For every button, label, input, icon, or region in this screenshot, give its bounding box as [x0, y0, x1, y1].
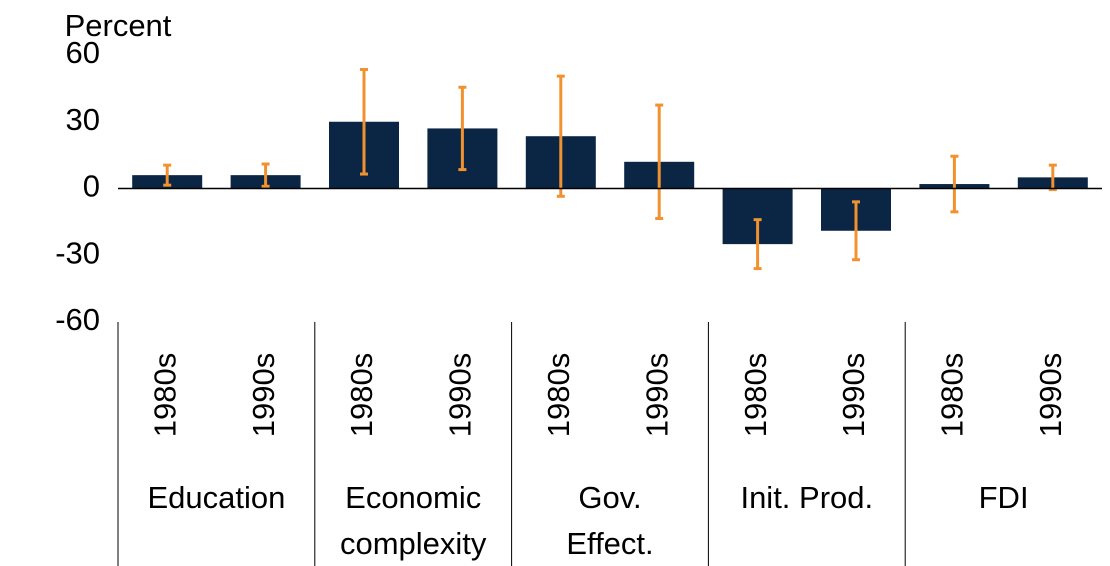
error-bar — [753, 218, 762, 271]
y-tick-label: 0 — [83, 169, 100, 204]
error-bar — [360, 67, 368, 176]
x-tick-label: 1980s — [935, 353, 970, 437]
y-tick-label: -30 — [55, 235, 100, 270]
x-tick-label: 1990s — [836, 353, 871, 437]
y-tick-label: 30 — [66, 102, 100, 137]
error-bar — [950, 154, 959, 214]
error-bar — [458, 85, 467, 172]
y-tick-label: 60 — [66, 35, 100, 70]
group-label: complexity — [340, 526, 487, 561]
x-tick-label: 1980s — [738, 353, 773, 437]
error-bar — [261, 162, 270, 188]
x-tick-label: 1980s — [541, 353, 576, 437]
x-tick-label: 1990s — [1033, 353, 1068, 437]
x-tick-label: 1990s — [246, 353, 281, 437]
error-bar — [556, 74, 565, 198]
group-label: Gov. — [578, 480, 641, 515]
error-bar — [852, 200, 860, 262]
error-bar — [1048, 163, 1057, 192]
group-label: Education — [147, 480, 285, 515]
x-tick-label: 1990s — [639, 353, 674, 437]
error-bar — [655, 103, 664, 221]
y-tick-label: -60 — [55, 302, 100, 337]
x-tick-label: 1980s — [344, 353, 379, 437]
x-tick-label: 1980s — [147, 353, 182, 437]
y-axis-label: Percent — [65, 8, 172, 43]
group-label: Init. Prod. — [740, 480, 873, 515]
error-bar — [163, 163, 172, 187]
group-label: Economic — [345, 480, 481, 515]
x-tick-label: 1990s — [443, 353, 478, 437]
group-label: Effect. — [566, 526, 653, 561]
group-label: FDI — [979, 480, 1029, 515]
